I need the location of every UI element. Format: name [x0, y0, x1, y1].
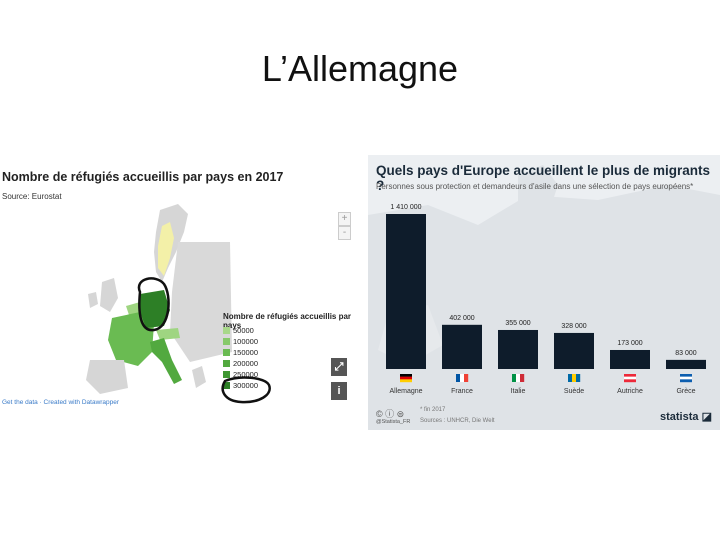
- legend-title: Nombre de réfugiés accueillis par pays: [223, 312, 352, 330]
- category-label: Italie: [511, 388, 526, 395]
- category-label: Suède: [564, 388, 584, 395]
- legend-swatch: [223, 359, 230, 367]
- map-source: Source: Eurostat: [2, 192, 62, 201]
- legend-swatch: [223, 326, 230, 334]
- bar-suède: [554, 332, 594, 369]
- map-region-ireland: [88, 292, 98, 308]
- legend-item: 50000: [223, 325, 258, 335]
- migrants-chart-panel: Quels pays d'Europe accueillent le plus …: [368, 155, 720, 430]
- legend-label: 100000: [233, 336, 259, 346]
- flag-icon: [624, 374, 636, 383]
- zoom-out-button[interactable]: -: [338, 226, 351, 240]
- map-region-austria: [156, 328, 180, 340]
- statista-handle: @Statista_FR: [376, 419, 411, 425]
- bar-grèce: [666, 359, 706, 369]
- info-button[interactable]: i: [331, 382, 347, 400]
- expand-button[interactable]: ⤢: [331, 358, 347, 376]
- map-title: Nombre de réfugiés accueillis par pays e…: [2, 170, 284, 184]
- bar-value-label: 173 000: [617, 340, 642, 347]
- map-region-germany: [140, 290, 170, 328]
- germany-circle-annotation: [137, 277, 170, 332]
- info-icon: i: [337, 385, 341, 397]
- legend-label: 250000: [233, 369, 259, 379]
- legend-item: 200000: [223, 358, 258, 368]
- statista-logo: statista ◪: [660, 411, 712, 423]
- legend-item: 150000: [223, 347, 258, 357]
- map-region-greece: [192, 366, 206, 388]
- legend-item: 100000: [223, 336, 258, 346]
- bar-value-label: 1 410 000: [390, 204, 421, 211]
- refugee-map-panel: Nombre de réfugiés accueillis par pays e…: [0, 162, 360, 417]
- legend-label: 50000: [233, 325, 254, 335]
- slide-title: L’Allemagne: [261, 48, 459, 89]
- legend-swatch: [223, 381, 230, 389]
- map-region-sweden: [158, 222, 174, 276]
- legend-label: 300000: [233, 380, 259, 390]
- legend-circle-annotation: [221, 376, 271, 404]
- legend-label: 150000: [233, 347, 259, 357]
- bar-value-label: 355 000: [505, 320, 530, 327]
- bar-italie: [498, 329, 538, 369]
- chart-subtitle: Personnes sous protection et demandeurs …: [376, 182, 694, 191]
- flag-icon: [400, 374, 412, 383]
- category-label: Allemagne: [389, 388, 422, 395]
- legend-swatch: [223, 370, 230, 378]
- europe-map: [86, 204, 232, 394]
- chart-title: Quels pays d'Europe accueillent le plus …: [376, 163, 711, 193]
- zoom-in-button[interactable]: +: [338, 212, 351, 226]
- bar-france: [442, 324, 482, 369]
- category-label: France: [451, 388, 473, 395]
- legend-label: 200000: [233, 358, 259, 368]
- legend-swatch: [223, 348, 230, 356]
- map-footer-link[interactable]: Get the data · Created with Datawrapper: [2, 399, 120, 406]
- legend-swatch: [223, 337, 230, 345]
- category-label: Grèce: [676, 388, 695, 395]
- bar-autriche: [610, 349, 650, 369]
- bar-chart: 1 410 000 Allemagne 402 000 France 355 000 It…: [386, 204, 706, 395]
- bar-value-label: 83 000: [675, 350, 697, 357]
- chart-sources: Sources : UNHCR, Die Welt: [420, 418, 495, 424]
- map-region-east: [170, 242, 232, 362]
- map-region-italy: [150, 338, 182, 384]
- legend-item: 300000: [223, 380, 258, 390]
- flag-icon: [680, 374, 692, 383]
- chart-footnote: * fin 2017: [420, 407, 446, 413]
- bar-value-label: 402 000: [449, 315, 474, 322]
- map-region-iberia: [86, 360, 128, 394]
- flag-icon: [456, 374, 469, 382]
- legend-item: 250000: [223, 369, 258, 379]
- license-icons: © ⓘ ⊜: [376, 409, 405, 419]
- flag-icon: [512, 374, 525, 382]
- bar-allemagne: [386, 214, 426, 369]
- category-label: Autriche: [617, 388, 643, 395]
- map-region-uk: [100, 278, 118, 312]
- bar-value-label: 328 000: [561, 323, 586, 330]
- flag-icon: [568, 374, 581, 382]
- expand-icon: ⤢: [334, 361, 344, 373]
- map-legend: 50000 100000 150000 200000 250000 300000: [223, 325, 258, 391]
